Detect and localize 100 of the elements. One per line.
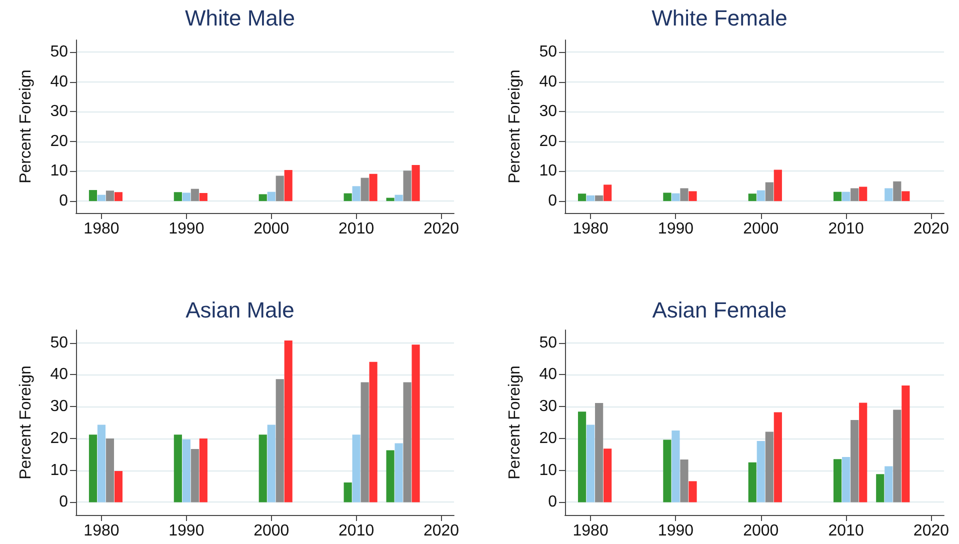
y-tick-label: 20 — [50, 430, 68, 447]
bar — [774, 170, 782, 202]
y-axis-title: Percent Foreign — [18, 70, 34, 184]
bar — [680, 460, 688, 502]
bar — [850, 188, 859, 202]
bar — [412, 344, 420, 502]
y-tick-label: 40 — [539, 366, 558, 384]
x-tick-label: 1980 — [572, 220, 608, 238]
bar — [267, 424, 276, 502]
y-tick-label: 30 — [539, 103, 558, 120]
y-tick-label: 40 — [50, 73, 68, 90]
bar — [284, 170, 292, 202]
bar — [850, 420, 859, 502]
bar — [276, 176, 284, 202]
bar — [586, 424, 595, 502]
y-tick-label: 20 — [50, 132, 68, 150]
bar — [595, 195, 604, 202]
y-tick-label: 10 — [539, 162, 558, 180]
chart-title: White Male — [184, 6, 296, 30]
x-tick-label: 2000 — [743, 522, 779, 540]
bar — [106, 190, 114, 202]
bar — [360, 178, 369, 202]
bar — [884, 188, 893, 202]
bar — [352, 186, 360, 202]
y-tick-label: 40 — [50, 366, 68, 384]
y-tick-label: 10 — [539, 462, 558, 479]
chart-title: Asian Male — [186, 298, 294, 322]
bar — [748, 462, 756, 502]
x-tick-label: 1990 — [658, 220, 694, 238]
x-tick-label: 2000 — [743, 220, 779, 238]
bar — [190, 448, 199, 502]
bar — [893, 410, 902, 502]
bar — [893, 181, 902, 202]
bar — [604, 184, 612, 202]
x-tick-label: 1990 — [168, 522, 204, 540]
y-tick-label: 20 — [539, 430, 558, 447]
chart-title: Asian Female — [652, 298, 787, 322]
bar — [190, 188, 199, 202]
bar — [842, 456, 850, 502]
bar — [774, 412, 782, 502]
bar — [859, 186, 868, 202]
bar — [258, 194, 267, 202]
bar — [688, 481, 697, 502]
x-tick-label: 1980 — [84, 220, 120, 238]
bar — [663, 192, 672, 202]
bar — [88, 434, 98, 502]
bar — [604, 448, 612, 502]
x-tick-label: 2000 — [254, 522, 290, 540]
bar — [114, 192, 123, 202]
bar — [386, 450, 394, 502]
x-tick-label: 1980 — [572, 522, 608, 540]
y-tick-label: 10 — [50, 462, 68, 479]
bar — [902, 191, 910, 202]
bar — [344, 193, 352, 202]
bar — [859, 402, 868, 502]
y-tick-label: 50 — [539, 334, 558, 352]
y-tick-label: 0 — [548, 494, 558, 511]
y-tick-label: 50 — [50, 334, 68, 352]
y-tick-label: 30 — [539, 398, 558, 416]
bar — [403, 170, 412, 202]
x-tick-label: 2010 — [828, 220, 864, 238]
bar — [765, 182, 774, 202]
y-tick-label: 20 — [539, 132, 558, 150]
bar — [97, 424, 106, 502]
y-tick-label: 10 — [50, 162, 68, 180]
chart-title: White Female — [652, 6, 788, 30]
bar — [578, 194, 586, 202]
bar — [748, 194, 756, 202]
bar — [276, 379, 284, 502]
bar — [842, 192, 850, 202]
x-tick-label: 2020 — [423, 220, 460, 238]
bar — [672, 193, 680, 202]
bar — [765, 432, 774, 502]
y-tick-label: 30 — [50, 103, 68, 120]
bar — [97, 194, 106, 202]
bar — [412, 164, 420, 202]
bar — [386, 198, 394, 202]
bar — [833, 459, 842, 502]
bar — [586, 195, 595, 202]
bar — [369, 174, 378, 202]
x-tick-label: 2000 — [254, 220, 290, 238]
bar — [403, 382, 412, 502]
bar — [174, 434, 182, 502]
bar — [680, 188, 688, 202]
x-tick-label: 2010 — [828, 522, 864, 540]
bar — [344, 482, 352, 502]
y-tick-label: 0 — [59, 192, 68, 210]
y-tick-label: 30 — [50, 398, 68, 416]
y-tick-label: 40 — [539, 73, 558, 90]
bar — [394, 443, 403, 502]
bar — [756, 441, 765, 502]
bar — [360, 382, 369, 502]
x-tick-label: 2010 — [338, 220, 374, 238]
bar — [394, 194, 403, 202]
bar — [199, 438, 208, 502]
x-tick-label: 1980 — [84, 522, 120, 540]
x-tick-label: 1990 — [658, 522, 694, 540]
x-tick-label: 2020 — [423, 522, 460, 540]
bar — [578, 412, 586, 502]
x-tick-label: 2010 — [338, 522, 374, 540]
